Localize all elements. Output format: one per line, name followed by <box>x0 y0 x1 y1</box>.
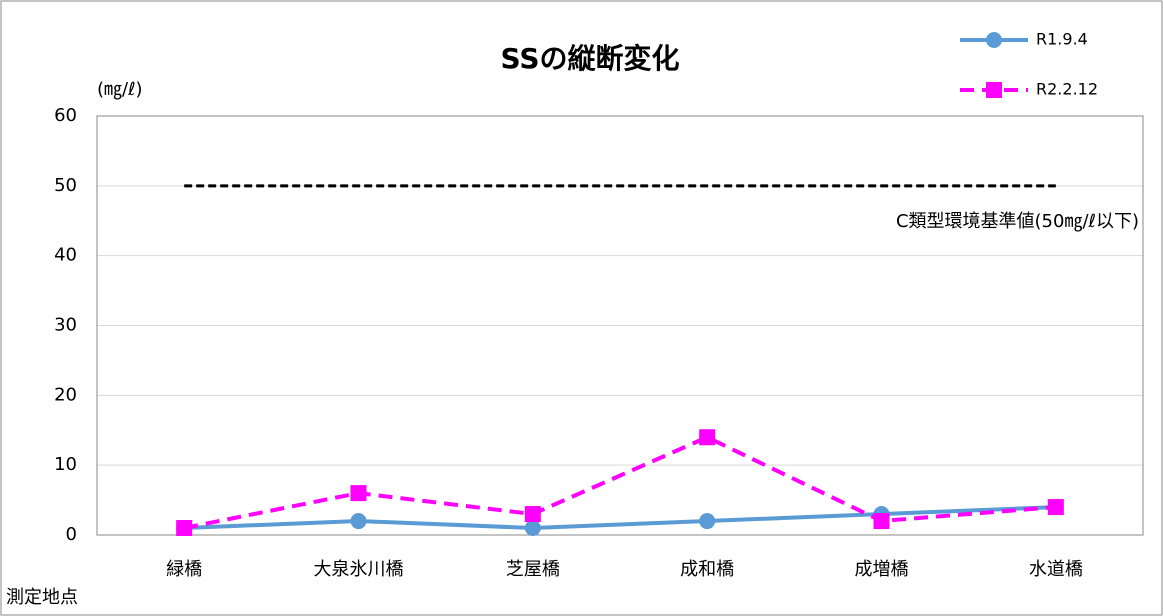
point <box>699 513 716 530</box>
legend-text: R1.9.4 <box>1036 30 1088 49</box>
y-tick-label: 60 <box>54 105 77 126</box>
point <box>1047 499 1064 516</box>
x-tick-label: 芝屋橋 <box>506 559 560 580</box>
point <box>873 513 890 530</box>
x-tick-label: 大泉氷川橋 <box>314 559 404 580</box>
point <box>176 520 193 537</box>
point <box>350 485 367 502</box>
y-tick-label: 40 <box>54 245 77 266</box>
y-tick-label: 0 <box>66 524 77 545</box>
point <box>699 429 716 446</box>
x-tick-label: 水道橋 <box>1029 559 1083 580</box>
x-tick-label: 成増橋 <box>855 559 909 580</box>
plot-area <box>96 115 1144 536</box>
x-axis-label: 測定地点 <box>6 587 78 608</box>
y-tick-label: 50 <box>54 175 77 196</box>
series-line <box>183 435 1056 530</box>
legend-marker <box>986 82 1002 98</box>
legend-text: R2.2.12 <box>1036 80 1098 99</box>
y-unit: (㎎/ℓ) <box>97 79 143 100</box>
y-tick-label: 10 <box>54 454 77 475</box>
chart-title: SSの縦断変化 <box>500 42 679 75</box>
y-tick-label: 30 <box>54 315 77 336</box>
point <box>524 520 541 537</box>
reference-label: C類型環境基準値(50㎎/ℓ以下) <box>896 211 1139 232</box>
x-tick-label: 緑橋 <box>166 559 202 580</box>
point <box>524 506 541 523</box>
series-line <box>184 505 1056 531</box>
x-tick-label: 成和橋 <box>680 559 734 580</box>
point <box>350 513 367 530</box>
legend-marker <box>986 32 1002 48</box>
y-tick-label: 20 <box>54 384 77 405</box>
